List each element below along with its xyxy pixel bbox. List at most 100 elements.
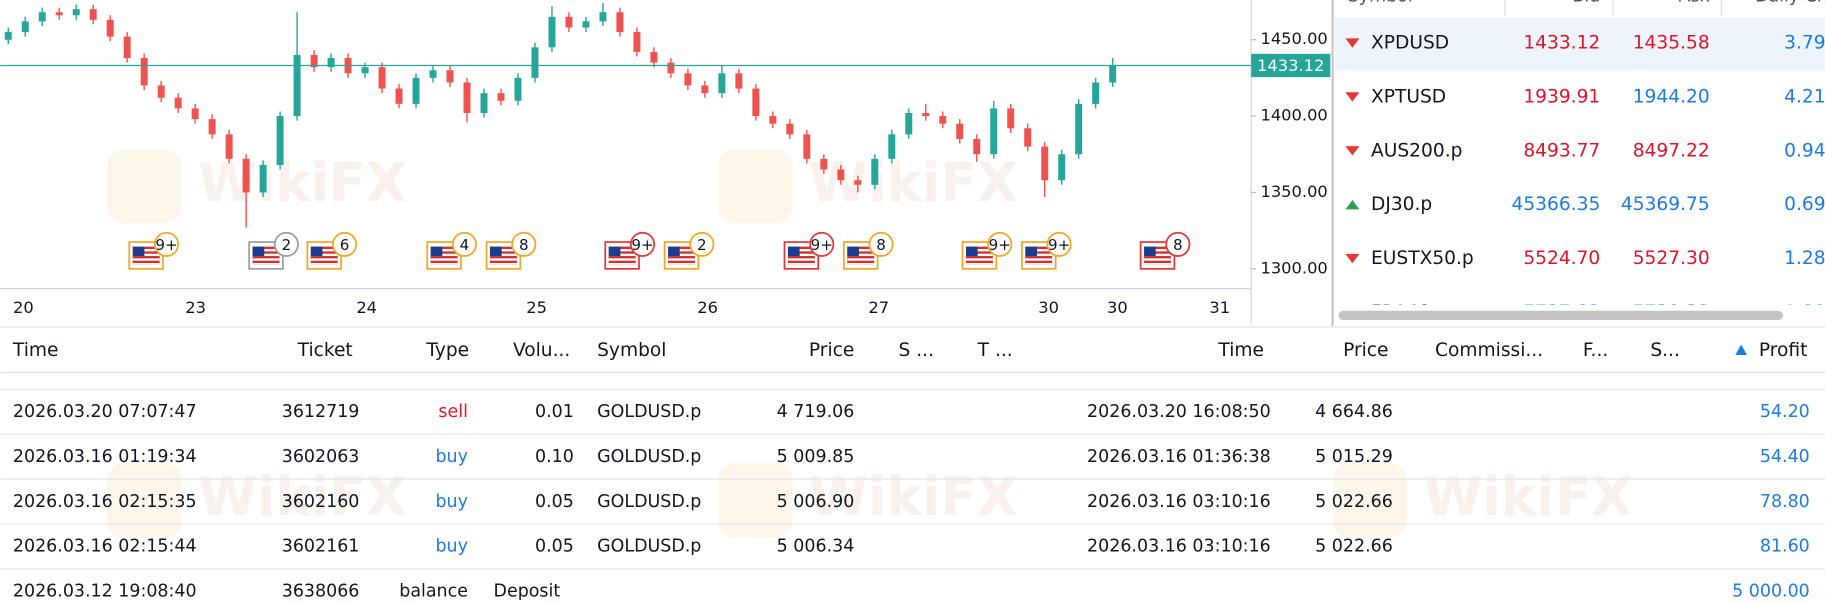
column-header[interactable]: Time <box>1217 340 1264 361</box>
candle-body <box>633 32 641 52</box>
x-tick-label: 26 <box>697 298 718 317</box>
watchlist-row[interactable]: FRA40 7727.82 7730.32 1.09% <box>1345 302 1825 323</box>
flag-stripe <box>608 256 636 259</box>
watchlist-row[interactable]: XPDUSD 1433.12 1435.58 3.79% <box>1345 33 1825 54</box>
event-count: 8 <box>876 236 886 254</box>
event-count: 6 <box>340 236 350 254</box>
event-marker[interactable]: 8 <box>485 231 537 270</box>
daily-change: 1.28% <box>1784 248 1825 269</box>
event-marker[interactable]: 9+ <box>961 231 1013 270</box>
column-header[interactable]: Type <box>425 340 469 361</box>
watchlist-row[interactable]: XPTUSD 1939.91 1944.20 4.21% <box>1345 86 1825 107</box>
candle-body <box>939 116 947 124</box>
x-tick-label: 23 <box>185 298 206 317</box>
y-tick-label: 1400.00 <box>1260 106 1327 125</box>
event-marker[interactable]: 9+ <box>783 231 835 270</box>
candle-body <box>225 134 233 159</box>
candle-body <box>871 158 879 185</box>
event-count: 8 <box>1173 236 1183 254</box>
event-count-badge <box>154 231 180 257</box>
column-header[interactable]: F... <box>1583 340 1608 361</box>
column-header[interactable]: Profit <box>1759 340 1808 361</box>
event-marker[interactable]: 9+ <box>128 231 180 270</box>
candle-body <box>973 138 981 155</box>
scrollbar[interactable] <box>1338 310 1784 321</box>
candle-body <box>922 113 930 117</box>
cell-close-price: 5 022.66 <box>1315 492 1393 512</box>
column-header[interactable]: T ... <box>977 340 1013 361</box>
event-marker[interactable]: 6 <box>306 231 358 270</box>
column-header[interactable]: Time <box>12 340 59 361</box>
candle-body <box>565 16 573 28</box>
candle-body <box>616 12 624 33</box>
x-tick-label: 24 <box>356 298 377 317</box>
flag-stripe <box>132 251 160 254</box>
flag-stripe <box>668 256 695 259</box>
flag-stripe <box>608 260 636 264</box>
cell-ticket: 3602160 <box>282 492 360 512</box>
cell-close-time: 2026.03.20 16:08:50 <box>1087 402 1271 422</box>
flag-stripe <box>787 256 815 259</box>
event-count: 9+ <box>989 236 1011 254</box>
event-marker[interactable]: 9+ <box>604 231 656 270</box>
candle-body <box>480 93 488 114</box>
flag-stripe <box>132 260 160 264</box>
column-header[interactable]: Price <box>1343 340 1388 361</box>
column-header[interactable]: Symbol <box>597 340 666 361</box>
flag-canton <box>490 246 502 257</box>
trade-row[interactable]: 2026.03.16 01:19:34 3602063 buy 0.10 GOLDUSD… <box>0 433 1825 467</box>
event-marker[interactable]: 2 <box>663 231 715 270</box>
trade-row[interactable]: 2026.03.20 07:07:47 3612719 sell 0.01 GOLDUS… <box>0 388 1825 422</box>
watchlist-row[interactable]: EUSTX50.p 5524.70 5527.30 1.28% <box>1345 248 1825 269</box>
watchlist-header: Bid <box>1572 0 1600 7</box>
cell-profit: 78.80 <box>1760 492 1810 512</box>
event-marker[interactable]: 2 <box>248 231 299 270</box>
trade-row[interactable]: 2026.03.16 02:15:44 3602161 buy 0.05 GOLDUSD… <box>0 523 1825 557</box>
flag-canton <box>1144 246 1156 257</box>
flag-stripe <box>490 246 517 250</box>
event-marker[interactable]: 8 <box>1139 231 1191 270</box>
candle-body <box>140 58 148 86</box>
column-header[interactable]: S... <box>1650 340 1680 361</box>
candle-body <box>701 85 709 94</box>
column-header[interactable]: Volu... <box>513 340 570 361</box>
column-header[interactable]: Commissi... <box>1435 340 1543 361</box>
column-header[interactable]: Price <box>809 340 854 361</box>
cell-time: 2026.03.16 01:19:34 <box>13 447 197 467</box>
cell-time: 2026.03.16 02:15:44 <box>13 537 197 557</box>
candle-body <box>208 119 216 135</box>
cell-close-price: 4 664.86 <box>1315 402 1393 422</box>
candle-body <box>412 77 420 104</box>
candle-body <box>157 85 165 98</box>
flag-stripe <box>1144 246 1171 250</box>
event-marker[interactable]: 8 <box>842 231 894 270</box>
flag-stripe <box>1144 260 1171 264</box>
watchlist-row[interactable]: DJ30.p 45366.35 45369.75 0.69% <box>1345 194 1825 215</box>
flag-stripe <box>847 251 875 254</box>
cell-ticket: 3602063 <box>282 447 360 467</box>
watchlist-row[interactable]: AUS200.p 8493.77 8497.22 0.94% <box>1345 140 1825 161</box>
column-header[interactable]: S ... <box>899 340 934 361</box>
event-count: 2 <box>697 236 707 254</box>
daily-change: 3.79% <box>1784 33 1825 54</box>
x-tick-label: 30 <box>1038 298 1059 317</box>
candle-body <box>1075 103 1083 155</box>
event-count-badge <box>1046 231 1072 257</box>
flag-stripe <box>252 256 280 259</box>
symbol: XPDUSD <box>1371 33 1449 54</box>
flag-canton <box>252 246 265 257</box>
candle-body <box>888 134 896 159</box>
event-count: 9+ <box>811 236 833 254</box>
event-marker[interactable]: 9+ <box>1021 231 1072 270</box>
x-tick-label: 25 <box>526 298 547 317</box>
event-count: 8 <box>519 236 529 254</box>
column-header[interactable]: Ticket <box>297 340 353 361</box>
arrow-down <box>1345 253 1360 264</box>
event-marker[interactable]: 4 <box>426 231 477 270</box>
event-count-badge <box>809 231 835 257</box>
trade-row[interactable]: 2026.03.16 02:15:35 3602160 buy 0.05 GOLDUSD… <box>0 478 1825 512</box>
cell-symbol: GOLDUSD.p <box>597 537 701 557</box>
bid: 7727.82 <box>1523 302 1600 323</box>
trade-row[interactable]: 2026.03.12 19:08:40 3638066 balance Deposit… <box>0 568 1825 602</box>
